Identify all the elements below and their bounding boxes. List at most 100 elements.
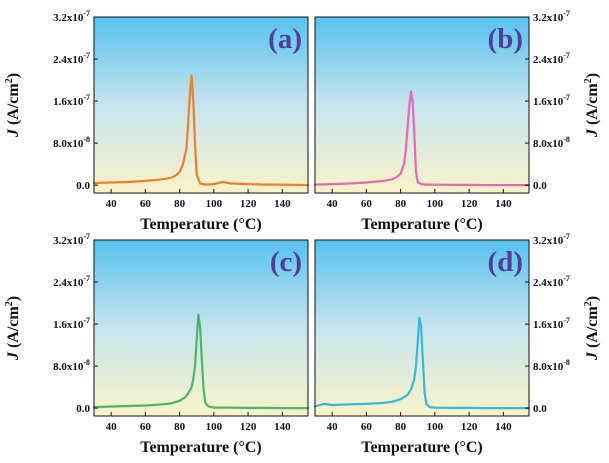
y-axis-unit-exponent: 2 <box>4 78 15 83</box>
y-tick-mantissa: 1.6x10 <box>533 319 564 331</box>
y-tick-exponent: -7 <box>83 93 90 102</box>
x-tick-label: 120 <box>461 198 478 210</box>
x-tick-label: 60 <box>140 198 152 210</box>
x-axis-title: Temperature (°C) <box>361 216 482 233</box>
y-axis-unit-close: ) <box>584 296 601 301</box>
y-tick-label: 1.6x10-7 <box>53 316 90 331</box>
y-tick-mantissa: 8.0x10 <box>53 361 84 373</box>
y-tick-mantissa: 8.0x10 <box>53 138 84 150</box>
y-tick-exponent: -7 <box>563 274 570 283</box>
y-tick-label: 1.6x10-7 <box>533 93 570 108</box>
y-axis-unit-exponent: 2 <box>4 301 15 306</box>
x-tick-label: 100 <box>427 421 444 433</box>
y-tick-mantissa: 0.0 <box>76 180 90 192</box>
plot-background <box>94 17 308 193</box>
y-tick-label: 1.6x10-7 <box>53 93 90 108</box>
y-tick-label: 3.2x10-7 <box>53 232 90 247</box>
y-tick-exponent: -7 <box>83 274 90 283</box>
y-axis-unit-close: ) <box>584 73 601 78</box>
y-axis-title: J (A/cm2) <box>583 73 601 138</box>
x-axis-title: Temperature (°C) <box>361 439 482 456</box>
x-tick-label: 140 <box>274 198 291 210</box>
y-axis-symbol: J <box>5 351 22 361</box>
y-tick-label: 8.0x10-8 <box>53 135 90 150</box>
x-tick-label: 120 <box>240 421 257 433</box>
x-tick-label: 40 <box>106 198 118 210</box>
y-tick-mantissa: 3.2x10 <box>53 12 84 24</box>
y-tick-exponent: -7 <box>83 316 90 325</box>
data-series-line <box>92 74 310 187</box>
y-axis-symbol: J <box>5 128 22 138</box>
y-tick-label: 2.4x10-7 <box>533 274 570 289</box>
y-tick-mantissa: 0.0 <box>533 180 547 192</box>
y-tick-mantissa: 2.4x10 <box>533 54 564 66</box>
y-axis-unit-close: ) <box>5 296 22 301</box>
y-tick-exponent: -8 <box>563 358 570 367</box>
y-axis-unit-exponent: 2 <box>583 301 594 306</box>
y-tick-mantissa: 0.0 <box>76 403 90 415</box>
y-tick-label: 2.4x10-7 <box>533 51 570 66</box>
y-tick-label: 0.0 <box>76 403 90 415</box>
x-tick-label: 120 <box>240 198 257 210</box>
x-tick-label: 40 <box>327 421 339 433</box>
x-tick-label: 80 <box>174 198 186 210</box>
y-tick-label: 0.0 <box>533 403 547 415</box>
y-tick-label: 2.4x10-7 <box>53 51 90 66</box>
chart-panel: (c) 40 60 80 100 120 140 Temperature (°C) 0.0 8.0… <box>4 232 310 456</box>
panel-label: (b) <box>488 23 523 55</box>
chart-panel: (b) 40 60 80 100 120 140 Temperature (°C) 0.0 8.0… <box>313 9 601 233</box>
y-tick-label: 8.0x10-8 <box>533 358 570 373</box>
y-tick-label: 3.2x10-7 <box>53 9 90 24</box>
y-tick-mantissa: 2.4x10 <box>53 277 84 289</box>
x-tick-label: 60 <box>140 421 152 433</box>
panel-label: (a) <box>268 23 302 55</box>
y-tick-label: 8.0x10-8 <box>533 135 570 150</box>
data-series-line <box>313 316 531 410</box>
chart-panel: (d) 40 60 80 100 120 140 Temperature (°C) 0.0 8.0… <box>313 232 601 456</box>
panel-label: (d) <box>488 246 523 278</box>
x-tick-label: 140 <box>495 198 512 210</box>
y-tick-mantissa: 8.0x10 <box>533 138 564 150</box>
x-tick-label: 40 <box>106 421 118 433</box>
x-tick-label: 100 <box>206 421 223 433</box>
y-axis-title: J (A/cm2) <box>4 73 22 138</box>
y-tick-exponent: -7 <box>563 51 570 60</box>
x-tick-label: 120 <box>461 421 478 433</box>
y-tick-mantissa: 0.0 <box>533 403 547 415</box>
x-tick-label: 140 <box>274 421 291 433</box>
x-tick-label: 80 <box>174 421 186 433</box>
y-axis-unit-close: ) <box>5 73 22 78</box>
x-tick-label: 140 <box>495 421 512 433</box>
x-tick-label: 60 <box>361 198 373 210</box>
plot-frame <box>93 16 309 194</box>
y-tick-label: 3.2x10-7 <box>533 9 570 24</box>
plot-frame <box>314 16 530 194</box>
plot-background <box>315 17 529 193</box>
x-tick-label: 80 <box>395 198 407 210</box>
y-tick-exponent: -7 <box>83 9 90 18</box>
y-axis-symbol: J <box>584 128 601 138</box>
x-tick-label: 40 <box>327 198 339 210</box>
y-axis-unit: (A/cm <box>584 83 601 125</box>
y-tick-mantissa: 3.2x10 <box>533 235 564 247</box>
y-axis-unit: (A/cm <box>5 83 22 125</box>
y-tick-exponent: -7 <box>83 232 90 241</box>
y-tick-mantissa: 1.6x10 <box>53 319 84 331</box>
x-axis-title: Temperature (°C) <box>140 216 261 233</box>
y-axis-unit: (A/cm <box>584 306 601 348</box>
y-tick-label: 2.4x10-7 <box>53 274 90 289</box>
y-tick-label: 8.0x10-8 <box>53 358 90 373</box>
y-tick-exponent: -8 <box>563 135 570 144</box>
y-axis-title: J (A/cm2) <box>4 296 22 361</box>
y-axis-symbol: J <box>584 351 601 361</box>
y-tick-label: 1.6x10-7 <box>533 316 570 331</box>
y-tick-exponent: -7 <box>563 9 570 18</box>
y-tick-mantissa: 3.2x10 <box>53 235 84 247</box>
y-tick-mantissa: 2.4x10 <box>533 277 564 289</box>
y-tick-mantissa: 8.0x10 <box>533 361 564 373</box>
y-tick-mantissa: 3.2x10 <box>533 12 564 24</box>
y-axis-title: J (A/cm2) <box>583 296 601 361</box>
x-tick-label: 100 <box>206 198 223 210</box>
plot-frame <box>93 239 309 417</box>
